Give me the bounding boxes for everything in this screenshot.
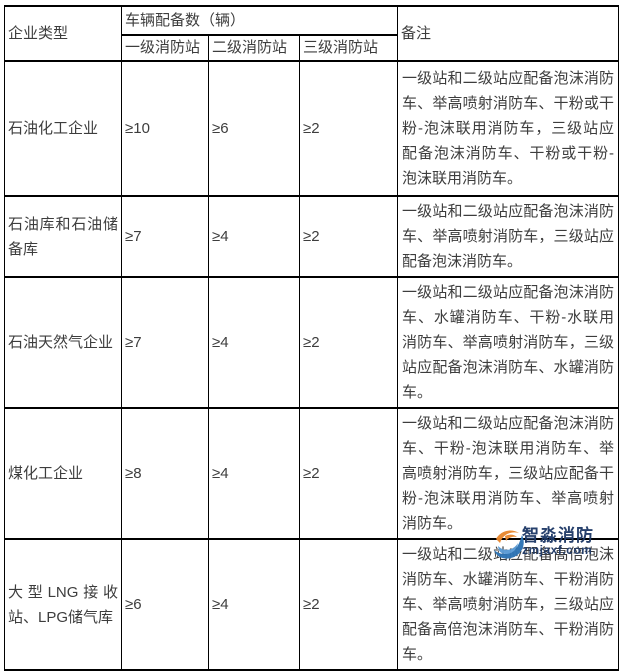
remark-cell: 一级站和二级站应配备高倍泡沫消防车、水罐消防车、干粉消防车、举高喷射消防车，三级…: [397, 538, 620, 671]
count-level3-cell: ≥2: [298, 60, 399, 197]
remark-cell: 一级站和二级站应配备泡沫消防车、干粉-泡沫联用消防车、举高喷射消防车，三级站应配…: [397, 407, 620, 540]
enterprise-cell: 大型LNG接收站、LPG储气库: [4, 538, 122, 671]
count-level3-cell: ≥2: [298, 407, 399, 540]
count-level3-cell: ≥2: [298, 538, 399, 671]
remark-cell: 一级站和二级站应配备泡沫消防车、举高喷射消防车，三级站应配备泡沫消防车。: [397, 195, 620, 278]
header-row-1: 企业类型 车辆配备数（辆） 备注: [4, 5, 620, 62]
count-level1-cell: ≥10: [121, 60, 209, 197]
header-row-2: 一级消防站 二级消防站 三级消防站: [5, 34, 619, 62]
fire-station-vehicle-table: 企业类型 车辆配备数（辆） 备注 一级消防站 二级消防站 三级消防站 石油化工企…: [4, 5, 620, 671]
count-level2-cell: ≥4: [208, 538, 300, 671]
enterprise-cell: 煤化工企业: [4, 407, 122, 540]
count-level1-cell: ≥6: [121, 538, 209, 671]
header-station-level-1: 一级消防站: [121, 34, 209, 62]
remark-cell: 一级站和二级站应配备泡沫消防车、水罐消防车、干粉-水联用消防车、举高喷射消防车，…: [397, 276, 620, 409]
count-level2-cell: ≥4: [208, 407, 300, 540]
enterprise-cell: 石油化工企业: [4, 60, 122, 197]
enterprise-cell: 石油天然气企业: [4, 276, 122, 409]
header-station-level-3: 三级消防站: [298, 34, 399, 62]
enterprise-cell: 石油库和石油储备库: [4, 195, 122, 278]
count-level1-cell: ≥7: [121, 276, 209, 409]
header-remarks: 备注: [397, 5, 620, 62]
count-level2-cell: ≥4: [208, 276, 300, 409]
count-level2-cell: ≥6: [208, 60, 300, 197]
table-row: 石油库和石油储备库 ≥7 ≥4 ≥2 一级站和二级站应配备泡沫消防车、举高喷射消…: [4, 195, 620, 278]
table-row: 大型LNG接收站、LPG储气库 ≥6 ≥4 ≥2 一级站和二级站应配备高倍泡沫消…: [4, 538, 620, 671]
table-row: 石油天然气企业 ≥7 ≥4 ≥2 一级站和二级站应配备泡沫消防车、水罐消防车、干…: [4, 276, 620, 409]
table-row: 煤化工企业 ≥8 ≥4 ≥2 一级站和二级站应配备泡沫消防车、干粉-泡沫联用消防…: [4, 407, 620, 540]
count-level1-cell: ≥7: [121, 195, 209, 278]
header-vehicle-count-group: 车辆配备数（辆）: [120, 5, 399, 36]
header-enterprise-type: 企业类型: [4, 5, 122, 62]
count-level3-cell: ≥2: [298, 195, 399, 278]
remark-cell: 一级站和二级站应配备泡沫消防车、举高喷射消防车、干粉或干粉-泡沫联用消防车，三级…: [397, 60, 620, 197]
count-level1-cell: ≥8: [121, 407, 209, 540]
count-level2-cell: ≥4: [208, 195, 300, 278]
table-row: 石油化工企业 ≥10 ≥6 ≥2 一级站和二级站应配备泡沫消防车、举高喷射消防车…: [4, 60, 620, 197]
count-level3-cell: ≥2: [298, 276, 399, 409]
header-station-level-2: 二级消防站: [208, 34, 300, 62]
